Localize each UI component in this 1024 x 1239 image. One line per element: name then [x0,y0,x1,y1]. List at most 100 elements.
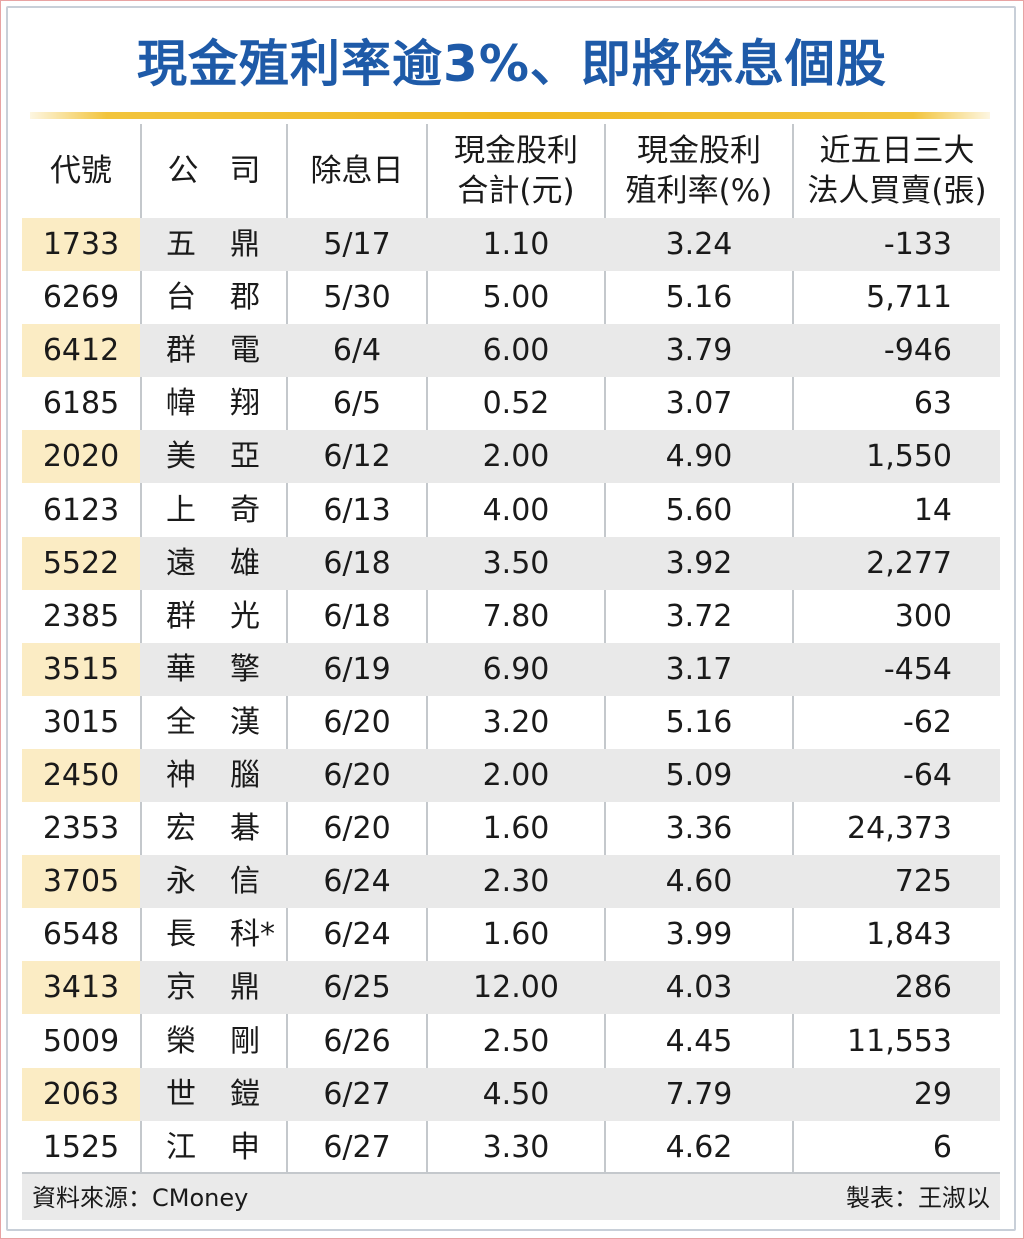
header-dividend-yield: 現金股利殖利率(%) [606,124,792,218]
stock-code-cell: 3015 [42,704,120,740]
ex-dividend-date-cell: 6/27 [323,1129,391,1165]
table-row: 5522 遠雄 6/18 3.50 3.92 2,277 [22,536,1000,590]
company-name-char: 電 [230,333,260,369]
institutional-net-cell: 300 [894,598,952,634]
table-row: 3705 永信 6/24 2.30 4.60 725 [22,855,1000,909]
institutional-net-cell: 24,373 [847,811,952,847]
cash-dividend-cell: 1.60 [482,811,550,847]
header-line: 法人買賣(張) [807,173,987,209]
table-row: 3413 京鼎 6/25 12.00 4.03 286 [22,961,1000,1015]
table-row: 6269 台郡 5/30 5.00 5.16 5,711 [22,271,1000,324]
stock-code-cell: 6412 [22,324,140,378]
table-row: 6123 上奇 6/13 4.00 5.60 14 [22,484,1000,537]
company-name-cell: 永信 [142,855,286,908]
table-row: 6185 幃翔 6/5 0.52 3.07 63 [22,377,1000,430]
company-name-char: 漢 [230,704,260,740]
table-row: 2353 宏碁 6/20 1.60 3.36 24,373 [22,802,1000,855]
company-name-cell: 華擎 [142,643,286,696]
ex-dividend-date-cell: 6/26 [323,1023,391,1059]
company-name-char: 京 [166,970,196,1006]
company-name-char: 永 [166,864,196,900]
dividend-yield-cell: 3.99 [665,917,733,953]
dividend-yield-cell: 3.79 [665,333,733,369]
cash-dividend-cell: 3.50 [482,545,550,581]
stock-code-cell: 6269 [42,280,120,316]
ex-dividend-date-cell: 6/20 [323,811,391,847]
cash-dividend-cell: 5.00 [482,280,550,316]
table-row: 5009 榮剛 6/26 2.50 4.45 11,553 [22,1015,1000,1068]
ex-dividend-date-cell: 6/20 [323,704,391,740]
cash-dividend-cell: 1.60 [482,917,550,953]
institutional-net-cell: 725 [894,864,952,900]
stock-code-cell: 2450 [22,749,140,802]
table-row: 3015 全漢 6/20 3.20 5.16 -62 [22,696,1000,749]
ex-dividend-date-cell: 6/24 [323,917,391,953]
institutional-net-cell: 14 [913,492,952,528]
cash-dividend-cell: 2.50 [482,1023,550,1059]
cash-dividend-cell: 2.30 [482,864,550,900]
institutional-net-cell: 1,843 [866,917,952,953]
company-name-cell: 美亞 [142,430,286,483]
header-line: 近五日三大 [819,133,975,169]
company-name-char: 鎧 [230,1076,260,1112]
ex-dividend-date-cell: 6/25 [323,970,391,1006]
stock-code-cell: 6185 [42,386,120,422]
stock-code-cell: 2385 [42,598,120,634]
dividend-yield-cell: 4.03 [665,970,733,1006]
stock-code-cell: 3413 [22,961,140,1015]
dividend-yield-cell: 5.09 [665,758,733,793]
company-name-cell: 台郡 [142,271,286,324]
table-row: 1525 江申 6/27 3.30 4.62 6 [22,1121,1000,1174]
cash-dividend-cell: 3.20 [482,704,550,740]
cash-dividend-cell: 12.00 [473,970,559,1006]
institutional-net-cell: 5,711 [866,280,952,316]
cash-dividend-cell: 0.52 [482,386,550,422]
ex-dividend-date-cell: 6/27 [323,1076,391,1112]
header-institutional-net: 近五日三大法人買賣(張) [794,124,1000,218]
source-note: 資料來源：CMoney [32,1184,249,1212]
header-line: 現金股利 [454,133,578,169]
company-name-char: 申 [230,1129,260,1165]
institutional-net-cell: -64 [903,758,952,793]
company-name-char: 五 [166,227,196,262]
company-name-char: 剛 [230,1023,260,1059]
institutional-net-cell: 6 [932,1129,952,1165]
dividend-yield-cell: 5.16 [665,280,733,316]
company-name-cell: 榮剛 [142,1015,286,1068]
institutional-net-cell: 2,277 [866,545,952,581]
dividend-yield-cell: 3.72 [665,598,733,634]
company-name-char: 擎 [230,651,260,687]
header-line: 除息日 [310,153,404,189]
header-company: 公 司 [142,124,286,218]
stock-code-cell: 6123 [42,492,120,528]
company-name-char: 遠 [166,545,196,581]
table-row: 2385 群光 6/18 7.80 3.72 300 [22,590,1000,643]
company-name-cell: 長科* [142,908,286,961]
ex-dividend-date-cell: 6/19 [323,651,391,687]
company-name-char: 光 [230,598,260,634]
company-name-char: 翔 [230,386,260,422]
company-name-char: 宏 [166,811,196,847]
ex-dividend-date-cell: 6/13 [323,492,391,528]
ex-dividend-date-cell: 5/30 [323,280,391,316]
company-name-char: 群 [166,333,196,369]
header-line: 現金股利 [637,133,761,169]
header-line: 殖利率(%) [625,173,773,209]
stock-code-cell: 2020 [22,430,140,484]
stock-code-cell: 1733 [22,218,140,271]
dividend-yield-cell: 3.92 [665,545,733,581]
stock-code-cell: 5522 [22,536,140,590]
dividend-yield-cell: 3.36 [665,811,733,847]
company-name-cell: 神腦 [142,749,286,802]
company-name-char: 腦 [230,758,260,793]
company-name-cell: 全漢 [142,696,286,749]
dividend-yield-cell: 5.16 [665,704,733,740]
company-name-char: 上 [166,492,196,528]
stock-code-cell: 2063 [22,1067,140,1121]
company-name-char: 華 [166,651,196,687]
institutional-net-cell: -133 [883,227,952,262]
company-name-cell: 遠雄 [142,537,286,590]
company-name-cell: 群光 [142,590,286,643]
cash-dividend-cell: 6.00 [482,333,550,369]
